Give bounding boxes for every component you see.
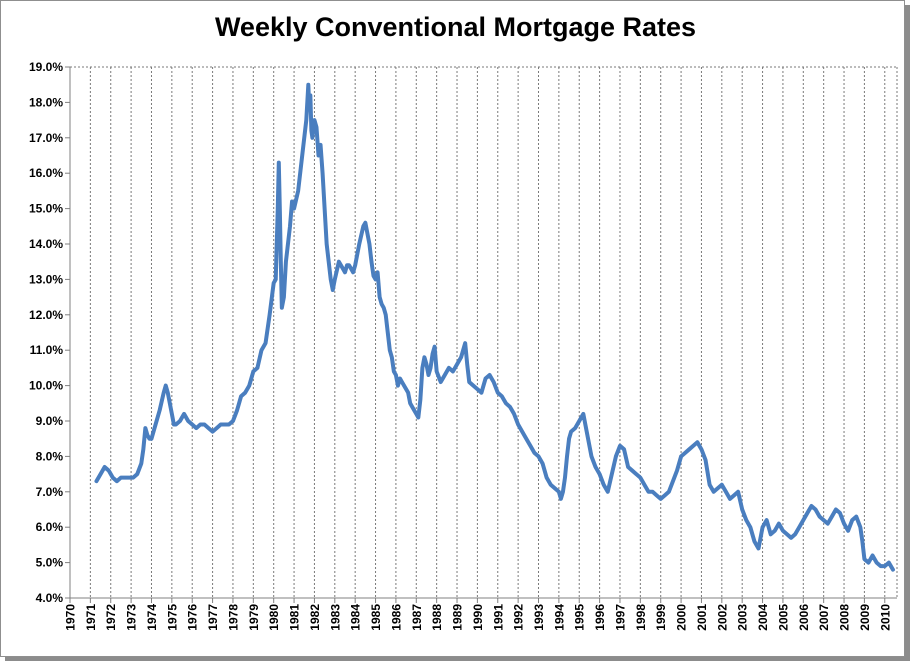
x-tick-label: 1988 bbox=[430, 604, 444, 631]
x-tick-label: 1982 bbox=[308, 604, 322, 631]
x-tick-label: 1999 bbox=[654, 604, 668, 631]
x-tick-label: 1990 bbox=[471, 604, 485, 631]
y-tick-label: 4.0% bbox=[36, 591, 64, 605]
axis-layer bbox=[65, 66, 897, 603]
x-tick-label: 1985 bbox=[369, 604, 383, 631]
grid-layer bbox=[70, 66, 898, 598]
x-tick-label: 1983 bbox=[328, 604, 342, 631]
x-tick-label: 2007 bbox=[817, 604, 831, 631]
x-tick-label: 1981 bbox=[288, 604, 302, 631]
x-tick-label: 1973 bbox=[125, 604, 139, 631]
x-tick-label: 1992 bbox=[512, 604, 526, 631]
x-tick-label: 2004 bbox=[756, 604, 770, 631]
y-tick-label: 8.0% bbox=[36, 449, 64, 463]
x-tick-label: 2000 bbox=[675, 604, 689, 631]
x-tick-label: 1996 bbox=[593, 604, 607, 631]
x-tick-label: 2005 bbox=[776, 604, 790, 631]
x-tick-label: 1977 bbox=[206, 604, 220, 631]
x-tick-label: 1991 bbox=[491, 604, 505, 631]
series-line bbox=[94, 82, 895, 572]
y-tick-label: 5.0% bbox=[36, 556, 64, 570]
x-tick-label: 2009 bbox=[858, 604, 872, 631]
x-tick-label: 1997 bbox=[613, 604, 627, 631]
x-tick-label: 2010 bbox=[878, 604, 892, 631]
x-tick-label: 1971 bbox=[84, 604, 98, 631]
x-tick-label: 1974 bbox=[145, 604, 159, 631]
x-tick-labels: 1970 1971 1972 1973 1974 1975 1976 1977 1978 1979… bbox=[64, 604, 893, 631]
x-tick-label: 1989 bbox=[451, 604, 465, 631]
y-tick-label: 14.0% bbox=[29, 237, 63, 251]
x-tick-label: 1978 bbox=[226, 604, 240, 631]
y-tick-label: 10.0% bbox=[29, 379, 63, 393]
y-tick-label: 17.0% bbox=[29, 131, 63, 145]
y-tick-label: 6.0% bbox=[36, 520, 64, 534]
x-tick-label: 2001 bbox=[695, 604, 709, 631]
x-tick-label: 1994 bbox=[552, 604, 566, 631]
x-tick-label: 2003 bbox=[736, 604, 750, 631]
y-tick-label: 12.0% bbox=[29, 308, 63, 322]
x-tick-label: 1980 bbox=[267, 604, 281, 631]
y-tick-label: 13.0% bbox=[29, 272, 63, 286]
y-tick-label: 9.0% bbox=[36, 414, 64, 428]
x-tick-label: 2002 bbox=[715, 604, 729, 631]
y-tick-label: 19.0% bbox=[29, 60, 63, 74]
x-tick-label: 1984 bbox=[349, 604, 363, 631]
y-tick-label: 7.0% bbox=[36, 485, 64, 499]
chart-title: Weekly Conventional Mortgage Rates bbox=[214, 12, 697, 42]
y-tick-label: 15.0% bbox=[29, 202, 63, 216]
y-tick-label: 16.0% bbox=[29, 166, 63, 180]
x-tick-label: 2008 bbox=[838, 604, 852, 631]
y-tick-label: 11.0% bbox=[30, 343, 64, 357]
line-layer bbox=[94, 82, 895, 572]
x-tick-label: 1987 bbox=[410, 604, 424, 631]
x-tick-label: 1993 bbox=[532, 604, 546, 631]
x-tick-label: 2006 bbox=[797, 604, 811, 631]
x-tick-label: 1976 bbox=[186, 604, 200, 631]
x-tick-label: 1986 bbox=[389, 604, 403, 631]
x-tick-label: 1979 bbox=[247, 604, 261, 631]
x-tick-label: 1998 bbox=[634, 604, 648, 631]
x-tick-label: 1975 bbox=[165, 604, 179, 631]
x-tick-label: 1995 bbox=[573, 604, 587, 631]
y-tick-labels: 4.0% 5.0% 6.0% 7.0% 8.0% 9.0% 10.0% 11.0% 12.0% 1… bbox=[29, 60, 63, 605]
x-tick-label: 1970 bbox=[64, 604, 78, 631]
y-tick-label: 18.0% bbox=[29, 95, 63, 109]
x-tick-label: 1972 bbox=[104, 604, 118, 631]
